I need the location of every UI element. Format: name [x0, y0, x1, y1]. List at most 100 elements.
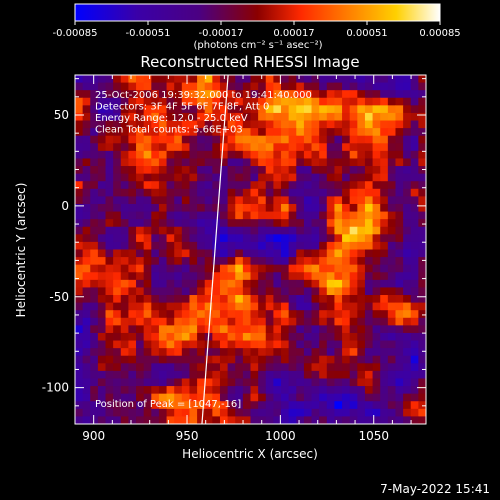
heatmap-cell	[227, 332, 236, 341]
heatmap-cell	[250, 378, 259, 387]
heatmap-cell	[311, 90, 320, 99]
heatmap-cell	[273, 378, 282, 387]
heatmap-cell	[387, 408, 396, 417]
heatmap-cell	[75, 393, 84, 402]
heatmap-cell	[380, 188, 389, 197]
heatmap-cell	[395, 112, 404, 121]
heatmap-cell	[120, 378, 129, 387]
heatmap-cell	[357, 181, 366, 190]
heatmap-cell	[212, 264, 221, 273]
heatmap-cell	[380, 340, 389, 349]
heatmap-cell	[303, 241, 312, 250]
heatmap-cell	[311, 378, 320, 387]
heatmap-cell	[372, 219, 381, 228]
heatmap-cell	[82, 340, 91, 349]
heatmap-cell	[265, 264, 274, 273]
heatmap-cell	[364, 257, 373, 266]
heatmap-cell	[212, 82, 221, 91]
heatmap-cell	[235, 181, 244, 190]
heatmap-cell	[105, 264, 114, 273]
heatmap-cell	[128, 219, 137, 228]
heatmap-cell	[166, 355, 175, 364]
heatmap-cell	[265, 408, 274, 417]
heatmap-cell	[128, 340, 137, 349]
heatmap-cell	[128, 135, 137, 144]
heatmap-cell	[219, 355, 229, 364]
heatmap-cell	[242, 173, 251, 182]
heatmap-cell	[250, 332, 259, 341]
heatmap-cell	[349, 105, 358, 114]
heatmap-cell	[349, 203, 358, 212]
heatmap-cell	[82, 143, 91, 152]
heatmap-cell	[303, 203, 312, 212]
heatmap-cell	[258, 363, 267, 372]
heatmap-cell	[342, 219, 351, 228]
heatmap-cell	[281, 378, 290, 387]
heatmap-cell	[242, 181, 251, 190]
heatmap-cell	[197, 408, 206, 417]
heatmap-cell	[181, 82, 190, 91]
heatmap-cell	[349, 75, 358, 83]
heatmap-cell	[273, 226, 282, 235]
heatmap-cell	[326, 226, 335, 235]
heatmap-cell	[281, 203, 290, 212]
heatmap-cell	[410, 393, 419, 402]
heatmap-cell	[281, 226, 290, 235]
heatmap-cell	[303, 348, 312, 357]
heatmap-cell	[387, 264, 396, 273]
heatmap-cell	[151, 310, 160, 319]
heatmap-cell	[418, 325, 426, 334]
heatmap-cell	[250, 166, 259, 175]
heatmap-cell	[395, 340, 404, 349]
heatmap-cell	[75, 317, 84, 326]
heatmap-cell	[334, 219, 343, 228]
heatmap-cell	[212, 325, 221, 334]
heatmap-cell	[136, 158, 145, 167]
heatmap-cell	[75, 135, 84, 144]
heatmap-cell	[349, 150, 358, 159]
heatmap-cell	[395, 332, 404, 341]
heatmap-cell	[418, 181, 426, 190]
heatmap-cell	[204, 295, 213, 304]
heatmap-cell	[296, 112, 305, 121]
heatmap-cell	[143, 75, 152, 83]
heatmap-cell	[197, 287, 206, 296]
heatmap-cell	[181, 317, 190, 326]
heatmap-cell	[136, 363, 145, 372]
heatmap-cell	[403, 408, 412, 417]
heatmap-cell	[349, 112, 358, 121]
heatmap-cell	[219, 105, 229, 114]
heatmap-cell	[235, 173, 244, 182]
heatmap-cell	[227, 302, 236, 311]
heatmap-cell	[189, 302, 198, 311]
heatmap-cell	[250, 143, 259, 152]
heatmap-cell	[342, 279, 351, 288]
heatmap-cell	[311, 120, 320, 129]
heatmap-cell	[242, 226, 251, 235]
heatmap-cell	[113, 386, 122, 395]
heatmap-cell	[372, 249, 381, 258]
heatmap-cell	[235, 363, 244, 372]
heatmap-cell	[387, 317, 396, 326]
heatmap-cell	[265, 166, 274, 175]
heatmap-cell	[273, 249, 282, 258]
heatmap-cell	[113, 166, 122, 175]
heatmap-cell	[380, 226, 389, 235]
heatmap-cell	[105, 158, 114, 167]
heatmap-cell	[166, 287, 175, 296]
heatmap-cell	[311, 75, 320, 83]
heatmap-cell	[75, 188, 84, 197]
heatmap-cell	[189, 370, 198, 379]
heatmap-cell	[319, 82, 328, 91]
heatmap-cell	[82, 408, 91, 417]
heatmap-cell	[319, 340, 328, 349]
heatmap-cell	[326, 166, 335, 175]
heatmap-cell	[219, 211, 229, 220]
heatmap-cell	[281, 272, 290, 281]
heatmap-cell	[90, 295, 99, 304]
heatmap-cell	[174, 332, 183, 341]
heatmap-cell	[75, 295, 84, 304]
heatmap-cell	[90, 158, 99, 167]
heatmap-cell	[181, 211, 190, 220]
heatmap-cell	[120, 249, 129, 258]
